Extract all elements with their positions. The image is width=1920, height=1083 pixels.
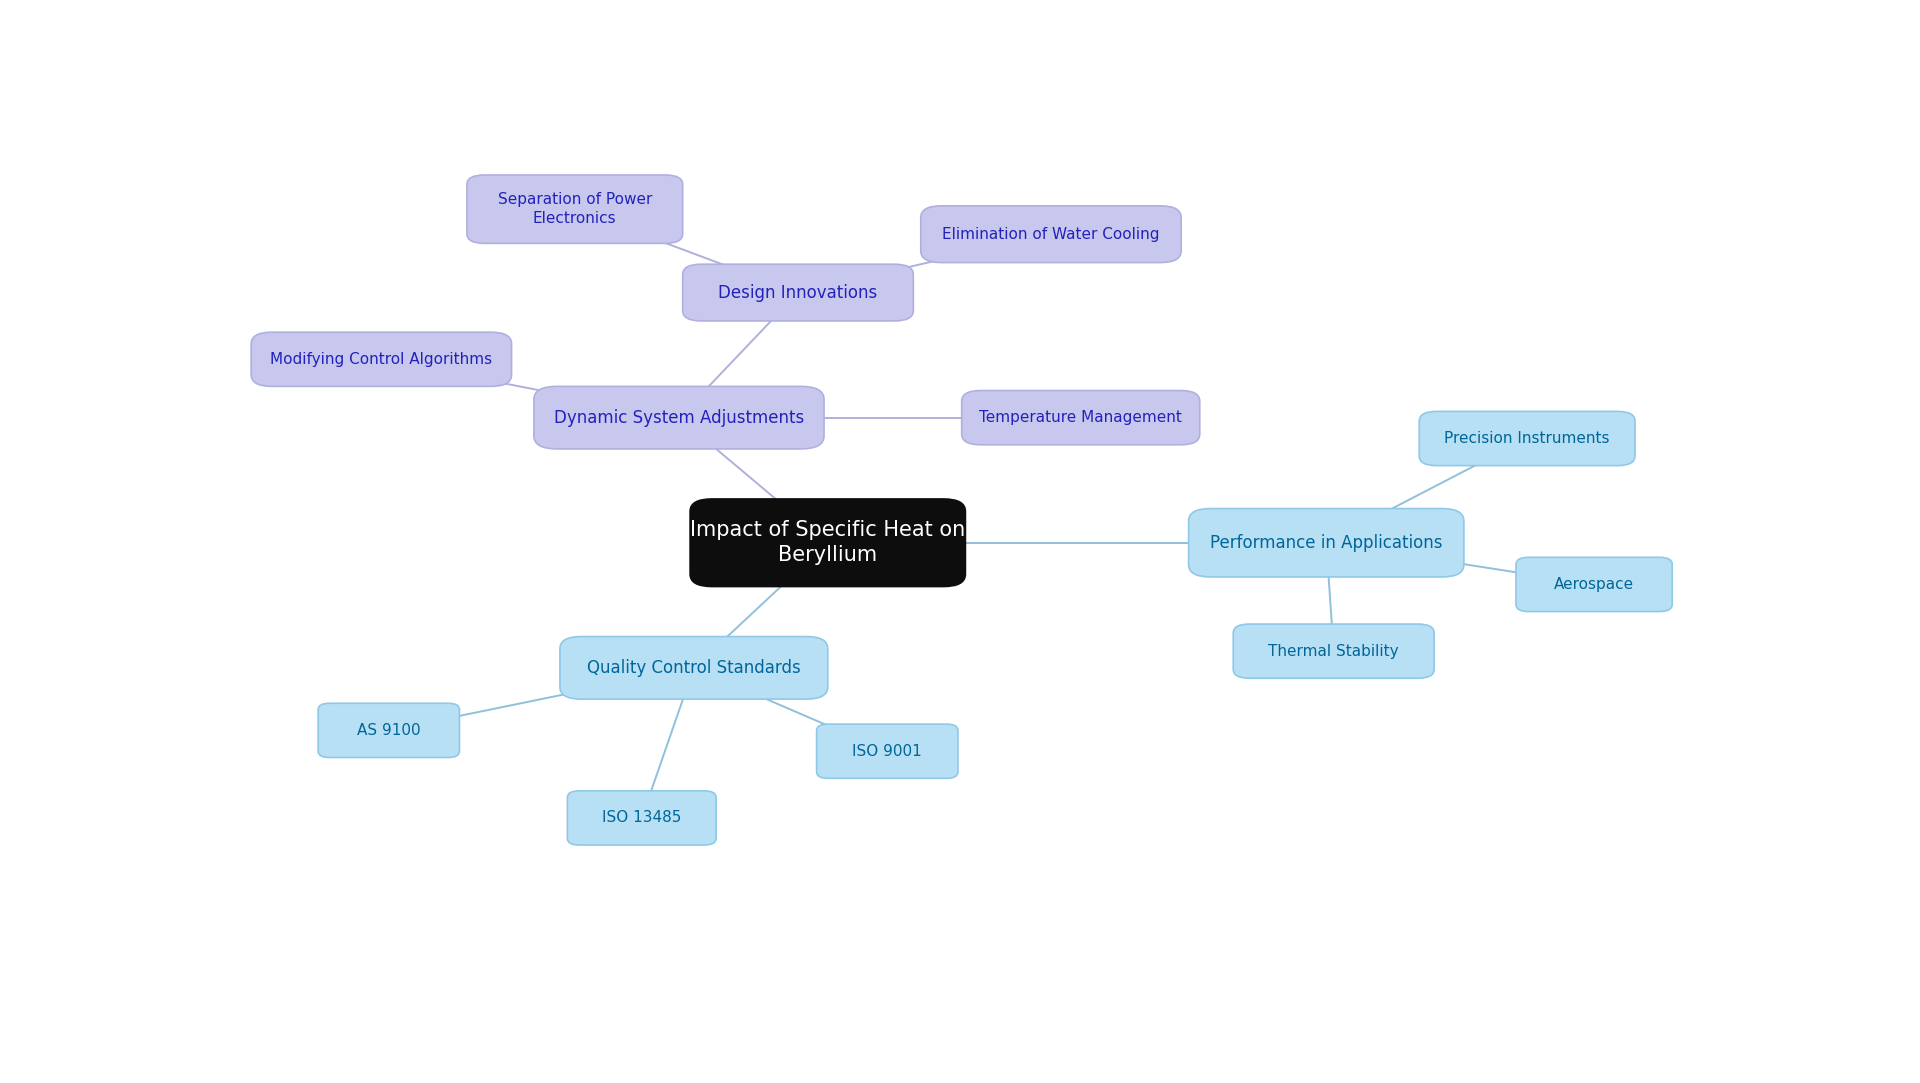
Text: ISO 9001: ISO 9001 [852, 744, 922, 759]
FancyBboxPatch shape [1188, 509, 1463, 577]
Text: Dynamic System Adjustments: Dynamic System Adjustments [553, 408, 804, 427]
FancyBboxPatch shape [561, 637, 828, 700]
Text: Temperature Management: Temperature Management [979, 410, 1183, 426]
Text: Aerospace: Aerospace [1553, 577, 1634, 592]
FancyBboxPatch shape [816, 725, 958, 779]
FancyBboxPatch shape [689, 499, 966, 587]
Text: AS 9100: AS 9100 [357, 722, 420, 738]
Text: Elimination of Water Cooling: Elimination of Water Cooling [943, 226, 1160, 242]
FancyBboxPatch shape [684, 264, 914, 321]
FancyBboxPatch shape [467, 175, 684, 244]
FancyBboxPatch shape [252, 332, 511, 387]
FancyBboxPatch shape [534, 387, 824, 449]
FancyBboxPatch shape [922, 206, 1181, 262]
Text: ISO 13485: ISO 13485 [603, 810, 682, 825]
FancyBboxPatch shape [1233, 624, 1434, 678]
FancyBboxPatch shape [1419, 412, 1636, 466]
Text: Design Innovations: Design Innovations [718, 284, 877, 301]
Text: Modifying Control Algorithms: Modifying Control Algorithms [271, 352, 492, 367]
Text: Separation of Power
Electronics: Separation of Power Electronics [497, 193, 653, 226]
FancyBboxPatch shape [319, 703, 459, 757]
FancyBboxPatch shape [568, 791, 716, 845]
Text: Quality Control Standards: Quality Control Standards [588, 658, 801, 677]
Text: Thermal Stability: Thermal Stability [1269, 643, 1400, 658]
Text: Precision Instruments: Precision Instruments [1444, 431, 1609, 446]
Text: Performance in Applications: Performance in Applications [1210, 534, 1442, 551]
Text: Impact of Specific Heat on
Beryllium: Impact of Specific Heat on Beryllium [689, 520, 966, 565]
FancyBboxPatch shape [962, 391, 1200, 445]
FancyBboxPatch shape [1517, 558, 1672, 612]
